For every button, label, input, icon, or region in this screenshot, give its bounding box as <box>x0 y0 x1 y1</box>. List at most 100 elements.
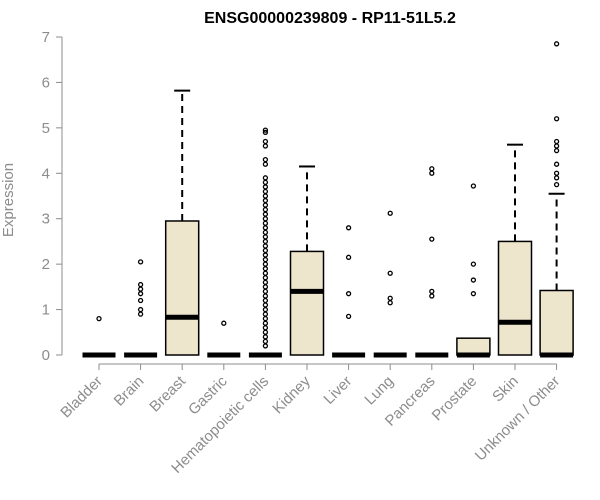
outlier-point <box>429 170 435 176</box>
outlier-point <box>262 311 269 317</box>
outlier-point <box>387 210 393 216</box>
x-tick-label: Breast <box>146 372 189 415</box>
outlier-point <box>470 261 477 267</box>
outlier-point <box>262 329 269 335</box>
box-group <box>332 225 366 358</box>
outlier-point <box>429 288 435 295</box>
outlier-point <box>262 238 269 245</box>
outlier-point <box>262 256 269 263</box>
y-axis: 0 1 2 3 4 5 6 7 <box>42 29 63 364</box>
outlier-point <box>553 161 560 167</box>
outlier-point <box>262 279 269 285</box>
outlier-point <box>137 281 144 288</box>
x-tick-label: Brain <box>111 373 148 410</box>
x-tick-label: Lung <box>361 373 397 409</box>
outlier-point <box>137 306 144 313</box>
outlier-point <box>553 138 560 145</box>
outlier-point <box>137 297 144 304</box>
outlier-point <box>262 179 269 186</box>
outlier-point <box>262 202 269 208</box>
outlier-point <box>262 193 269 199</box>
outlier-point <box>262 234 269 240</box>
box-group <box>289 165 325 356</box>
outlier-point <box>262 197 269 204</box>
box <box>289 250 325 356</box>
outlier-point <box>387 300 393 306</box>
outlier-point <box>553 181 560 188</box>
outlier-point <box>137 291 144 297</box>
outlier-point <box>262 184 269 190</box>
outlier-point <box>262 288 269 295</box>
outlier-point <box>137 259 144 265</box>
y-tick-label: 6 <box>42 74 50 91</box>
outlier-point <box>262 316 269 322</box>
outlier-point <box>262 211 269 217</box>
outlier-point <box>262 216 269 222</box>
x-tick-label: Bladder <box>57 373 106 422</box>
outlier-point <box>262 220 269 226</box>
box-group <box>207 320 241 358</box>
outlier-point <box>553 175 560 181</box>
outlier-point <box>345 313 352 320</box>
x-tick-label: Skin <box>489 373 522 406</box>
outlier-point <box>262 243 269 249</box>
boxes-layer <box>82 41 574 358</box>
outlier-point <box>262 138 269 145</box>
box-group <box>373 210 407 358</box>
box <box>497 240 533 356</box>
outlier-point <box>553 147 560 154</box>
outlier-point <box>262 293 269 299</box>
outlier-point <box>262 188 269 195</box>
outlier-point <box>470 183 477 189</box>
outlier-point <box>262 325 269 331</box>
box-group <box>456 183 491 358</box>
outlier-point <box>429 236 435 242</box>
outlier-point <box>429 166 435 172</box>
outlier-point <box>345 291 352 297</box>
outlier-point <box>262 270 269 276</box>
outlier-point <box>262 175 269 181</box>
box-group <box>124 259 158 358</box>
outlier-point <box>262 157 269 163</box>
outlier-point <box>387 295 393 301</box>
y-tick-label: 7 <box>42 29 50 46</box>
outlier-point <box>262 338 269 345</box>
outlier-point <box>262 247 269 254</box>
x-tick-label: Kidney <box>269 372 314 417</box>
box-group <box>248 127 282 358</box>
outlier-point <box>470 277 477 283</box>
outlier-point <box>262 127 269 133</box>
outlier-point <box>262 206 269 213</box>
outlier-point <box>262 225 269 231</box>
outlier-point <box>262 161 269 167</box>
y-tick-label: 3 <box>42 211 50 228</box>
y-tick-label: 1 <box>42 302 50 319</box>
outlier-point <box>553 41 560 47</box>
y-tick-label: 4 <box>42 165 50 182</box>
outlier-point <box>553 143 560 149</box>
outlier-point <box>262 302 269 308</box>
outlier-point <box>221 320 227 326</box>
box-group <box>415 166 449 358</box>
outlier-point <box>137 286 144 292</box>
outlier-point <box>262 129 269 136</box>
outlier-point <box>345 254 352 260</box>
box-group <box>539 41 574 358</box>
outlier-point <box>262 284 269 290</box>
outlier-point <box>262 229 269 235</box>
box <box>456 337 491 356</box>
outlier-point <box>262 275 269 281</box>
outlier-point <box>262 334 269 340</box>
outlier-point <box>262 252 269 258</box>
outlier-point <box>553 170 560 176</box>
outlier-point <box>262 143 269 149</box>
outlier-point <box>387 270 393 276</box>
y-tick-label: 2 <box>42 256 50 273</box>
outlier-point <box>470 291 477 297</box>
outlier-point <box>345 225 352 231</box>
outlier-point <box>262 297 269 304</box>
x-tick-label: Prostate <box>429 373 481 425</box>
outlier-point <box>262 343 269 349</box>
